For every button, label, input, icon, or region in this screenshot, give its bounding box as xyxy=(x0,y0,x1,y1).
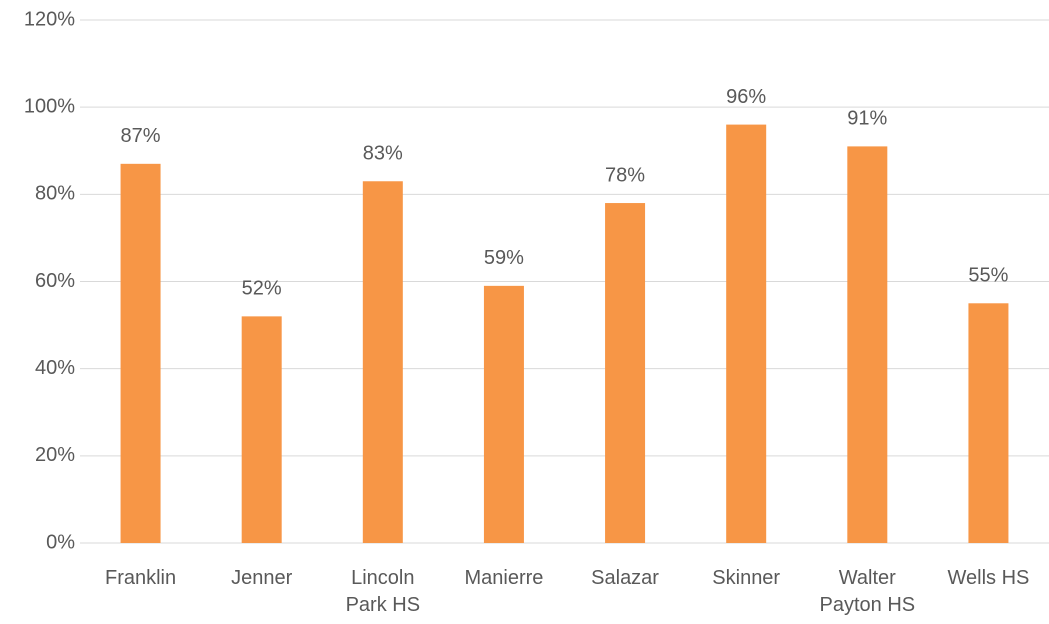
x-tick-label: Jenner xyxy=(231,567,293,589)
bar xyxy=(120,163,161,543)
bar xyxy=(241,316,282,543)
data-label: 55% xyxy=(968,265,1008,287)
y-tick-label: 80% xyxy=(35,183,75,205)
y-tick-label: 100% xyxy=(24,95,75,117)
x-tick-label: Lincoln Park HS xyxy=(345,567,421,616)
data-label: 52% xyxy=(242,278,282,300)
data-label: 59% xyxy=(484,247,524,269)
bar xyxy=(483,285,524,543)
y-tick-label: 0% xyxy=(46,531,75,553)
x-tick-label: Skinner xyxy=(712,567,781,589)
bar xyxy=(968,303,1009,543)
y-tick-label: 20% xyxy=(35,444,75,466)
data-label: 78% xyxy=(605,164,645,186)
x-tick-label: Salazar xyxy=(591,567,659,589)
x-tick-label: Walter Payton HS xyxy=(819,567,916,616)
x-tick-label: Wells HS xyxy=(947,567,1030,589)
y-tick-label: 60% xyxy=(35,270,75,292)
x-tick-label: Franklin xyxy=(104,567,177,589)
bar xyxy=(847,146,888,543)
data-label: 96% xyxy=(726,86,766,108)
x-tick-label: Manierre xyxy=(464,567,544,589)
bar xyxy=(726,124,767,543)
data-label: 91% xyxy=(847,108,887,130)
bar xyxy=(362,181,403,543)
y-tick-label: 40% xyxy=(35,357,75,379)
bar xyxy=(605,203,646,544)
data-label: 87% xyxy=(121,125,161,147)
data-label: 83% xyxy=(363,143,403,165)
y-tick-label: 120% xyxy=(24,8,75,30)
